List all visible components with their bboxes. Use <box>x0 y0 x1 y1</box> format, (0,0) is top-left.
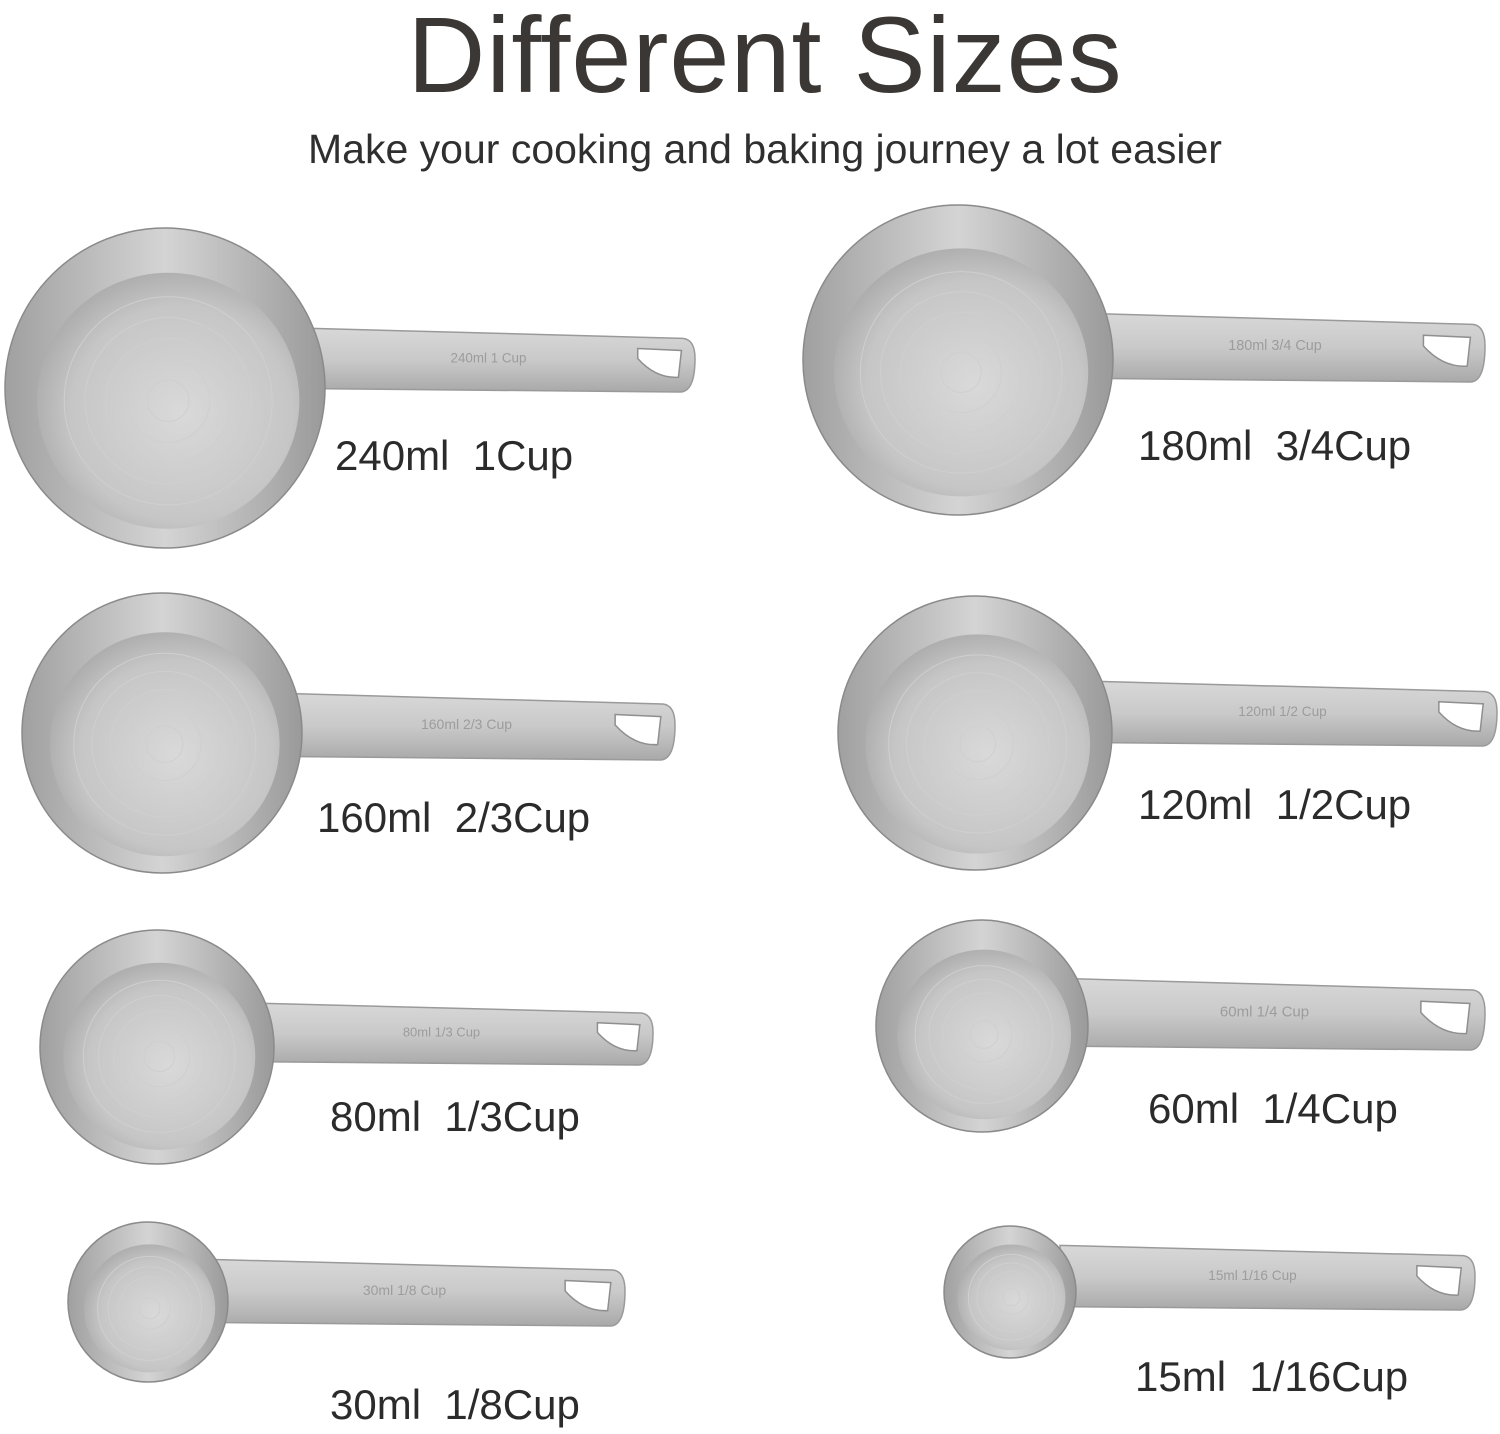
handle-engraving: 60ml 1/4 Cup <box>1220 1004 1309 1021</box>
brushed-ring <box>900 311 1023 434</box>
cup-handle <box>311 327 696 393</box>
brushed-ring <box>969 1020 999 1049</box>
measuring-cup: 160ml 2/3 Cup <box>21 592 676 874</box>
brushed-ring <box>109 689 220 800</box>
cup-bowl-inner <box>957 1244 1066 1351</box>
hanging-hole-icon <box>1420 1000 1471 1035</box>
brushed-ring <box>914 965 1054 1104</box>
brushed-ring <box>113 1010 206 1103</box>
brushed-ring <box>84 317 252 485</box>
brushed-ring <box>138 1297 161 1320</box>
brushed-ring <box>91 670 239 818</box>
page-subtitle: Make your cooking and baking journey a l… <box>308 126 1222 172</box>
brushed-ring <box>920 331 1002 414</box>
brushed-ring <box>128 1025 191 1088</box>
cup-size-label: 15ml 1/16Cup <box>1135 1353 1409 1400</box>
measuring-cup: 120ml 1/2 Cup <box>837 595 1498 871</box>
brushed-ring <box>888 654 1068 834</box>
cup-size-label: 180ml 3/4Cup <box>1138 422 1412 469</box>
cup-bowl-inner <box>37 272 300 529</box>
cup-handle <box>1097 680 1498 747</box>
brushed-ring <box>859 271 1063 474</box>
brushed-ring <box>976 1262 1047 1333</box>
brushed-ring <box>127 707 202 782</box>
brushed-ring <box>63 296 273 506</box>
cup-bowl-inner <box>834 248 1089 497</box>
hanging-hole-icon <box>1416 1265 1463 1296</box>
brushed-ring <box>146 379 190 423</box>
brushed-ring <box>880 291 1043 454</box>
brushed-ring <box>126 358 211 443</box>
cup-handle <box>259 1002 654 1066</box>
handle-engraving: 15ml 1/16 Cup <box>1208 1268 1296 1283</box>
measuring-cup: 80ml 1/3 Cup <box>39 929 654 1165</box>
brushed-ring <box>928 978 1040 1091</box>
cup-size-label: 30ml 1/8Cup <box>330 1381 580 1428</box>
measuring-cup: 15ml 1/16 Cup <box>943 1225 1476 1359</box>
brushed-ring <box>1002 1288 1021 1307</box>
cup-size-label: 160ml 2/3Cup <box>317 794 591 841</box>
page-title: Different Sizes <box>407 0 1123 115</box>
hanging-hole-icon <box>1438 701 1485 732</box>
handle-engraving: 30ml 1/8 Cup <box>363 1282 446 1298</box>
brushed-ring <box>97 1255 203 1361</box>
cup-handle <box>213 1258 626 1327</box>
cup-bowl-inner <box>50 632 280 857</box>
brushed-ring <box>128 1287 171 1330</box>
handle-engraving: 240ml 1 Cup <box>451 351 527 366</box>
brushed-ring <box>959 725 997 763</box>
brushed-ring <box>906 672 1050 816</box>
measuring-cup: 240ml 1 Cup <box>4 227 696 549</box>
cup-size-label: 80ml 1/3Cup <box>330 1093 580 1140</box>
brushed-ring <box>82 979 236 1133</box>
brushed-ring <box>956 1006 1013 1063</box>
hanging-hole-icon <box>596 1021 641 1052</box>
brushed-ring <box>940 351 982 394</box>
cup-handle <box>1059 1244 1476 1311</box>
handle-engraving: 120ml 1/2 Cup <box>1238 704 1326 719</box>
brushed-ring <box>967 1253 1055 1341</box>
hanging-hole-icon <box>636 347 683 379</box>
measuring-cup: 60ml 1/4 Cup <box>875 919 1486 1133</box>
brushed-ring <box>941 707 1014 781</box>
handle-engraving: 160ml 2/3 Cup <box>421 716 512 732</box>
cup-handle <box>287 692 676 761</box>
measuring-cup: 30ml 1/8 Cup <box>67 1221 626 1383</box>
brushed-ring <box>73 652 257 836</box>
brushed-ring <box>117 1276 182 1341</box>
brushed-ring <box>143 1040 176 1073</box>
hanging-hole-icon <box>614 713 662 746</box>
cup-size-label: 120ml 1/2Cup <box>1138 781 1412 828</box>
measuring-cup: 180ml 3/4 Cup <box>802 204 1486 516</box>
cup-size-label: 240ml 1Cup <box>335 432 574 479</box>
brushed-ring <box>942 992 1026 1077</box>
cup-size-label: 60ml 1/4Cup <box>1148 1085 1398 1132</box>
cup-bowl-inner <box>63 962 256 1150</box>
brushed-ring <box>923 690 1032 798</box>
cup-bowl-inner <box>865 634 1091 854</box>
handle-engraving: 180ml 3/4 Cup <box>1228 338 1322 354</box>
handle-engraving: 80ml 1/3 Cup <box>403 1025 480 1040</box>
hanging-hole-icon <box>564 1279 612 1312</box>
hanging-hole-icon <box>1422 334 1472 367</box>
brushed-ring <box>993 1279 1029 1315</box>
cup-handle <box>1073 977 1486 1051</box>
cup-bowl-inner <box>84 1244 216 1373</box>
brushed-ring <box>146 725 184 763</box>
brushed-ring <box>105 337 232 464</box>
cup-bowl-inner <box>897 949 1072 1120</box>
brushed-ring <box>985 1271 1038 1324</box>
brushed-ring <box>98 995 221 1118</box>
cup-handle <box>1094 312 1486 383</box>
brushed-ring <box>107 1266 192 1351</box>
